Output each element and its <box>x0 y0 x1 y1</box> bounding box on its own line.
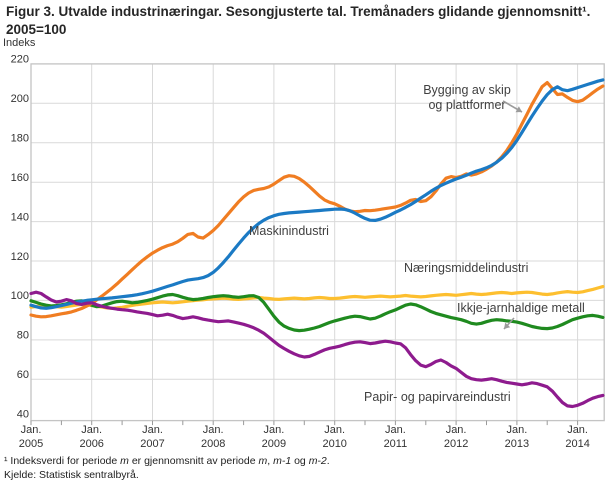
x-axis-label-month: Jan. <box>203 424 224 436</box>
footnote-italic-segment: m-1 <box>273 455 292 467</box>
x-axis-label-year: 2010 <box>322 438 346 450</box>
plot-border <box>30 63 605 422</box>
footnote-italic-segment: m <box>120 455 129 467</box>
x-axis-label-month: Jan. <box>264 424 285 436</box>
figure-title: Figur 3. Utvalde industrinæringar. Seson… <box>6 4 591 37</box>
x-axis-label-year: 2011 <box>384 438 408 450</box>
x-axis-label-month: Jan. <box>446 424 467 436</box>
x-axis-label-month: Jan. <box>81 424 102 436</box>
x-axis-label-month: Jan. <box>142 424 163 436</box>
x-axis-label-month: Jan. <box>21 424 42 436</box>
y-axis-label: 220 <box>11 54 29 66</box>
footnote-segment: og <box>291 455 309 467</box>
source-line: Kjelde: Statistisk sentralbyrå. <box>4 469 139 481</box>
x-axis-label-year: 2009 <box>262 438 286 450</box>
series-label-naeringsmiddelindustri: Næringsmiddelindustri <box>404 261 528 275</box>
x-axis-label-month: Jan. <box>507 424 528 436</box>
y-axis-label: 160 <box>11 172 29 184</box>
x-axis-label-month: Jan. <box>324 424 345 436</box>
series-line-papir-og-papirvareindustri <box>29 290 605 409</box>
y-axis-label: 140 <box>11 211 29 223</box>
footnote: ¹ Indeksverdi for periode m er gjennomsn… <box>4 455 330 467</box>
y-axis-label: 100 <box>11 290 29 302</box>
x-axis-label-month: Jan. <box>567 424 588 436</box>
annotation-arrowhead-bygging-av-skip-og-plattformer <box>515 106 522 113</box>
x-axis-label-year: 2008 <box>201 438 225 450</box>
x-axis-label-year: 2006 <box>79 438 103 450</box>
series-line-bygging-av-skip-og-plattformer <box>29 81 605 319</box>
footnote-segment: , <box>267 455 274 467</box>
x-axis-label-year: 2005 <box>19 438 43 450</box>
series-label-maskinindustri: Maskinindustri <box>249 224 329 238</box>
y-axis-label: 80 <box>17 330 29 342</box>
footnote-italic-segment: m <box>258 455 268 467</box>
annotation-arrowhead-ikkje-jarnhaldige-metall <box>504 322 511 329</box>
x-axis-label-year: 2007 <box>140 438 164 450</box>
x-axis-label-year: 2012 <box>444 438 468 450</box>
footnote-italic-segment: m-2 <box>308 455 327 467</box>
y-axis-unit-label: Indeks <box>3 37 36 49</box>
series-label-ikkje-jarnhaldige-metall: Ikkje-jarnhaldige metall <box>457 301 585 315</box>
y-axis-label: 180 <box>11 133 29 145</box>
series-label-bygging-av-skip-og-plattformer: og plattformer <box>428 98 505 112</box>
series-line-naeringsmiddelindustri <box>29 285 605 310</box>
x-axis-label-year: 2013 <box>505 438 529 450</box>
footnote-segment: . <box>326 455 330 467</box>
footnote-segment: ¹ Indeksverdi for periode <box>4 455 121 467</box>
x-axis-label-year: 2014 <box>565 438 589 450</box>
series-label-bygging-av-skip-og-plattformer: Bygging av skip <box>423 83 511 97</box>
series-line-ikkje-jarnhaldige-metall <box>29 292 605 333</box>
series-line-maskinindustri <box>29 78 605 310</box>
y-axis-label: 60 <box>17 369 29 381</box>
x-axis-label-month: Jan. <box>385 424 406 436</box>
series-label-papir-og-papirvareindustri: Papir- og papirvareindustri <box>364 390 511 404</box>
footnote-segment: er gjennomsnitt av periode <box>128 455 259 467</box>
y-axis-label: 200 <box>11 93 29 105</box>
y-axis-label: 120 <box>11 251 29 263</box>
y-axis-label: 40 <box>17 409 29 421</box>
